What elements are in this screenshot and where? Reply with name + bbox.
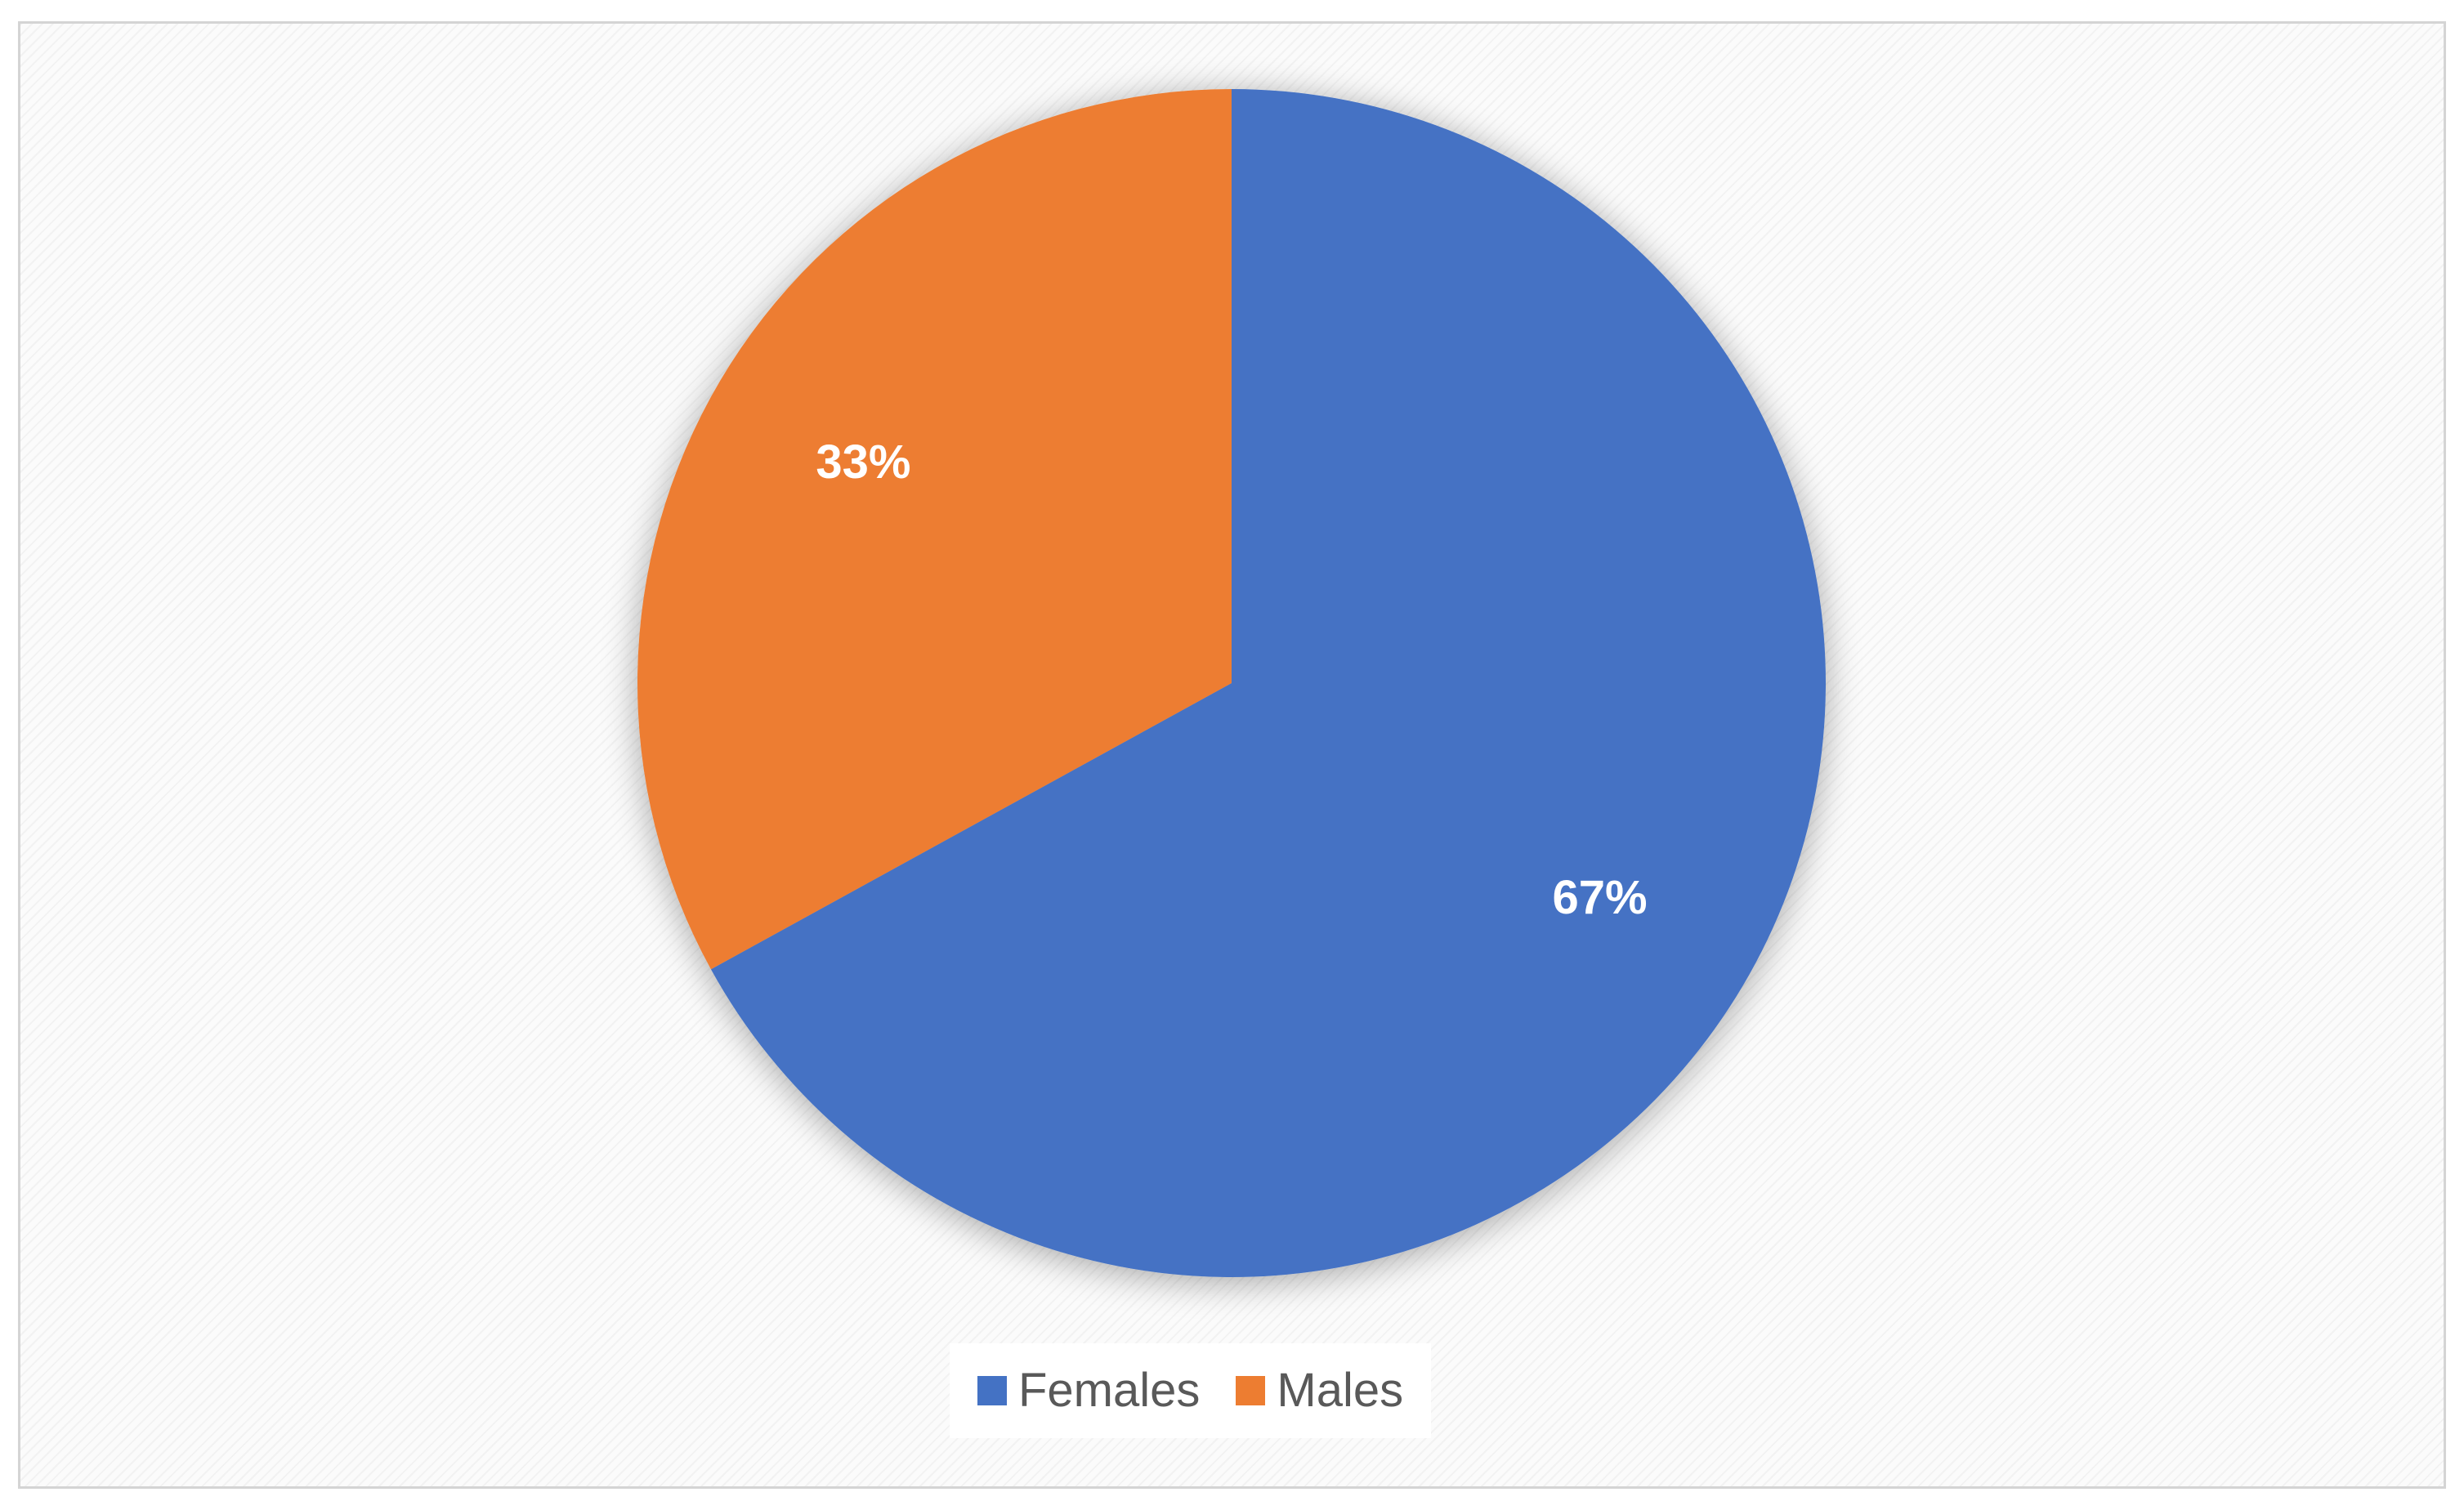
pie-slices — [637, 89, 1826, 1277]
legend: Females Males — [950, 1343, 1432, 1438]
data-label-males: 33% — [816, 436, 910, 489]
legend-swatch-females — [977, 1376, 1007, 1405]
pie-slice-males — [637, 89, 1232, 970]
pie-data-labels: 67% 33% — [816, 436, 1647, 924]
legend-label-females: Females — [1018, 1364, 1201, 1417]
legend-swatch-males — [1236, 1376, 1266, 1405]
legend-item-females: Females — [977, 1367, 1200, 1414]
pie-slice-females — [710, 89, 1826, 1277]
data-label-females: 67% — [1552, 871, 1647, 924]
legend-item-males: Males — [1236, 1367, 1403, 1414]
legend-label-males: Males — [1277, 1364, 1404, 1417]
